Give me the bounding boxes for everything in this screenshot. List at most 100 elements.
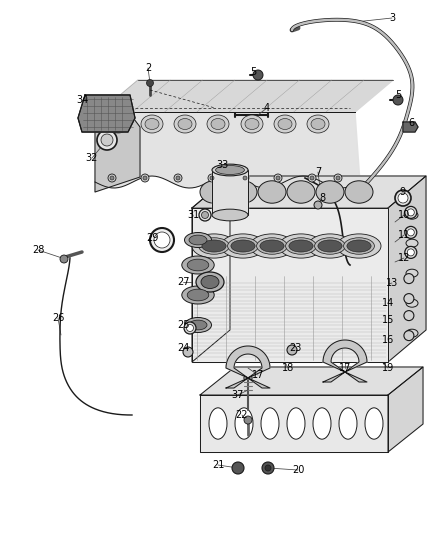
Ellipse shape xyxy=(406,239,418,247)
Text: 34: 34 xyxy=(76,95,88,105)
Polygon shape xyxy=(323,340,367,382)
Ellipse shape xyxy=(212,209,248,221)
Ellipse shape xyxy=(198,238,230,254)
Ellipse shape xyxy=(229,181,257,203)
Circle shape xyxy=(184,322,196,334)
Text: 17: 17 xyxy=(252,370,264,380)
Circle shape xyxy=(395,190,411,206)
Text: 16: 16 xyxy=(382,335,394,345)
Text: 3: 3 xyxy=(389,13,395,23)
Ellipse shape xyxy=(107,115,129,133)
Circle shape xyxy=(143,176,147,180)
Ellipse shape xyxy=(286,238,316,254)
Text: 31: 31 xyxy=(187,210,199,220)
Text: 23: 23 xyxy=(289,343,301,353)
Ellipse shape xyxy=(245,118,259,130)
Circle shape xyxy=(176,176,180,180)
Text: 2: 2 xyxy=(145,63,151,73)
Ellipse shape xyxy=(260,240,284,252)
Ellipse shape xyxy=(200,181,228,203)
Text: 10: 10 xyxy=(398,210,410,220)
Text: 19: 19 xyxy=(382,363,394,373)
Ellipse shape xyxy=(365,408,383,439)
Ellipse shape xyxy=(287,181,315,203)
Circle shape xyxy=(232,462,244,474)
Circle shape xyxy=(97,130,117,150)
Ellipse shape xyxy=(207,115,229,133)
Ellipse shape xyxy=(184,232,212,247)
Ellipse shape xyxy=(337,234,381,258)
Polygon shape xyxy=(212,170,248,215)
Text: 13: 13 xyxy=(386,278,398,288)
Ellipse shape xyxy=(187,289,209,301)
Circle shape xyxy=(253,70,263,80)
Text: 26: 26 xyxy=(52,313,64,323)
Ellipse shape xyxy=(182,256,214,274)
Circle shape xyxy=(308,174,316,182)
Circle shape xyxy=(407,229,414,236)
Ellipse shape xyxy=(279,234,323,258)
Ellipse shape xyxy=(314,238,346,254)
Polygon shape xyxy=(388,367,423,452)
Ellipse shape xyxy=(231,240,255,252)
Circle shape xyxy=(262,462,274,474)
Text: 12: 12 xyxy=(398,253,410,263)
Circle shape xyxy=(310,176,314,180)
Circle shape xyxy=(334,174,342,182)
Circle shape xyxy=(154,232,170,248)
Ellipse shape xyxy=(228,238,258,254)
Ellipse shape xyxy=(215,166,244,174)
Ellipse shape xyxy=(145,118,159,130)
Circle shape xyxy=(101,134,113,146)
Circle shape xyxy=(208,174,216,182)
Polygon shape xyxy=(100,80,393,112)
Ellipse shape xyxy=(202,240,226,252)
Text: 37: 37 xyxy=(232,390,244,400)
Circle shape xyxy=(187,325,194,332)
Ellipse shape xyxy=(196,272,224,292)
Ellipse shape xyxy=(189,320,207,330)
Polygon shape xyxy=(192,176,230,362)
Ellipse shape xyxy=(174,115,196,133)
Circle shape xyxy=(405,206,417,219)
Polygon shape xyxy=(78,95,135,132)
Polygon shape xyxy=(192,176,426,208)
Ellipse shape xyxy=(221,234,265,258)
Text: 14: 14 xyxy=(382,298,394,308)
Text: 22: 22 xyxy=(236,410,248,420)
Text: 25: 25 xyxy=(177,320,189,330)
Ellipse shape xyxy=(211,118,225,130)
Circle shape xyxy=(407,249,414,256)
Polygon shape xyxy=(192,208,388,362)
Ellipse shape xyxy=(261,408,279,439)
Circle shape xyxy=(393,95,403,105)
Ellipse shape xyxy=(184,318,212,333)
Text: 9: 9 xyxy=(399,187,405,197)
Ellipse shape xyxy=(141,115,163,133)
Circle shape xyxy=(108,174,116,182)
Text: 28: 28 xyxy=(32,245,44,255)
Ellipse shape xyxy=(316,181,344,203)
Text: 11: 11 xyxy=(398,230,410,240)
Ellipse shape xyxy=(347,240,371,252)
Ellipse shape xyxy=(406,329,418,337)
Circle shape xyxy=(407,209,414,216)
Circle shape xyxy=(404,311,414,321)
Ellipse shape xyxy=(212,164,248,176)
Circle shape xyxy=(404,273,414,284)
Circle shape xyxy=(265,465,271,471)
Circle shape xyxy=(174,174,182,182)
Text: 21: 21 xyxy=(212,460,224,470)
Circle shape xyxy=(398,193,408,203)
Polygon shape xyxy=(200,395,388,452)
Ellipse shape xyxy=(201,276,219,288)
Ellipse shape xyxy=(406,299,418,307)
Text: 32: 32 xyxy=(86,153,98,163)
Text: 4: 4 xyxy=(264,103,270,113)
Ellipse shape xyxy=(345,181,373,203)
Ellipse shape xyxy=(209,408,227,439)
Circle shape xyxy=(244,416,252,424)
Polygon shape xyxy=(200,367,423,395)
Circle shape xyxy=(336,176,340,180)
Ellipse shape xyxy=(235,408,253,439)
